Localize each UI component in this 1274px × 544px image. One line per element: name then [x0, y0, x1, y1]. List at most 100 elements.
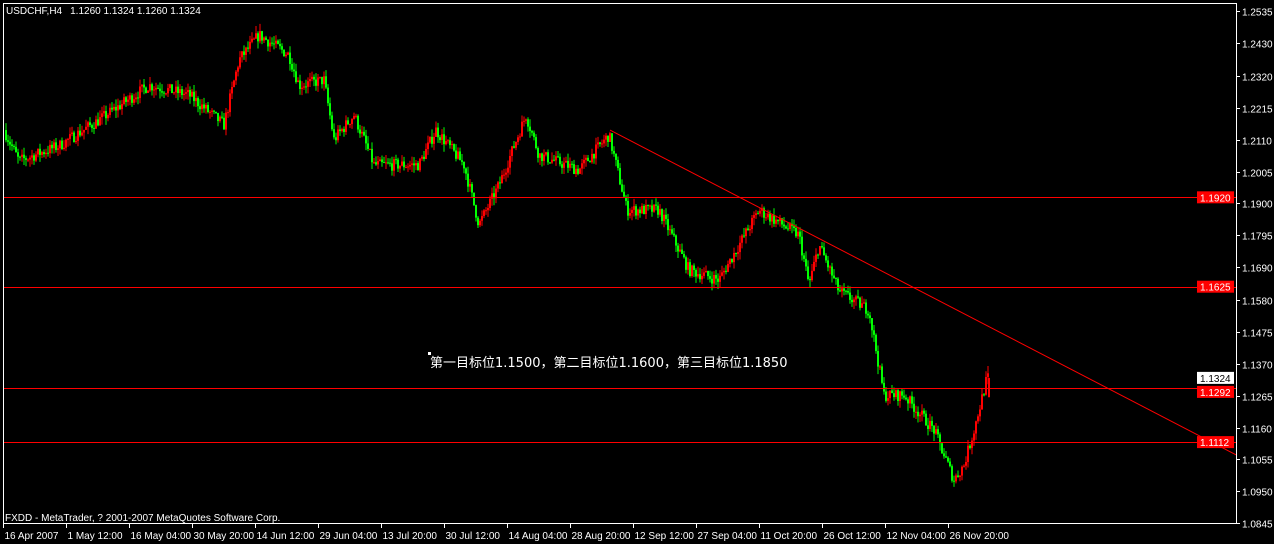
- y-tick-label: 1.1690: [1242, 264, 1273, 275]
- candle: [633, 206, 635, 210]
- candle: [611, 133, 613, 151]
- candle: [699, 274, 701, 280]
- candle: [369, 148, 371, 150]
- time-axis[interactable]: 16 Apr 2007 1 May 12:00 16 May 04:00 30 May…: [3, 524, 1010, 542]
- candle: [241, 51, 243, 58]
- line-price-marker: [1197, 385, 1234, 398]
- candle: [449, 140, 451, 146]
- candle: [521, 121, 523, 137]
- candle: [557, 156, 559, 158]
- candle: [289, 52, 291, 64]
- candle: [61, 140, 63, 150]
- candle: [69, 134, 71, 139]
- candle: [141, 84, 143, 87]
- y-tick-label: 1.0950: [1242, 488, 1273, 499]
- candle: [859, 297, 861, 308]
- trendline[interactable]: [609, 129, 1237, 456]
- candle: [81, 132, 83, 136]
- candle: [963, 465, 965, 467]
- candle: [723, 270, 725, 273]
- candle: [575, 168, 577, 175]
- horizontal-lines: [4, 197, 1236, 443]
- candle: [245, 47, 247, 55]
- candle: [443, 134, 445, 145]
- candle: [153, 89, 155, 91]
- candle: [825, 255, 827, 261]
- candle: [783, 224, 785, 227]
- candle: [217, 112, 219, 122]
- candle: [985, 376, 987, 395]
- candle: [447, 140, 449, 142]
- candle: [973, 433, 975, 441]
- x-tick-label: 30 May 20:00: [194, 531, 255, 542]
- candle: [817, 254, 819, 256]
- candle: [27, 159, 29, 161]
- candle: [109, 107, 111, 116]
- candle: [851, 299, 853, 303]
- candle: [353, 116, 355, 119]
- candle: [815, 254, 817, 262]
- candle: [677, 245, 679, 252]
- candle: [253, 38, 255, 40]
- y-tick-label: 1.2320: [1242, 73, 1273, 84]
- candle: [975, 421, 977, 434]
- candle: [753, 215, 755, 218]
- candle: [841, 288, 843, 292]
- candle: [489, 198, 491, 208]
- candle: [775, 219, 777, 224]
- candle: [203, 104, 205, 109]
- candle: [267, 39, 269, 47]
- candle: [793, 226, 795, 229]
- candle: [649, 205, 651, 207]
- candle: [397, 159, 399, 169]
- annotation-text[interactable]: 第一目标位1.1500，第二目标位1.1600，第三目标位1.1850: [430, 356, 787, 371]
- price-axis[interactable]: 1.2535 1.2430 1.2320 1.2215 1.2110 1.2005 1.19…: [1236, 8, 1273, 531]
- candle: [475, 205, 477, 218]
- candle: [45, 152, 47, 155]
- candle: [577, 168, 579, 174]
- candle: [191, 91, 193, 97]
- candle: [673, 233, 675, 236]
- candle: [9, 141, 11, 145]
- candle: [867, 313, 869, 316]
- x-tick-label: 29 Jun 04:00: [320, 531, 378, 542]
- candle: [383, 162, 385, 164]
- candle: [49, 144, 51, 154]
- candle: [741, 235, 743, 243]
- current-price-marker: [1197, 371, 1234, 384]
- candle: [523, 120, 525, 122]
- candle: [981, 394, 983, 410]
- candle: [967, 445, 969, 463]
- x-tick-label: 12 Nov 04:00: [887, 531, 947, 542]
- candle: [51, 144, 53, 149]
- candle: [869, 315, 871, 319]
- candle: [433, 136, 435, 144]
- candle: [155, 87, 157, 90]
- candle: [229, 93, 231, 113]
- candle: [637, 209, 639, 216]
- candle: [453, 144, 455, 151]
- y-tick-label: 1.1055: [1242, 456, 1273, 467]
- candle: [71, 132, 73, 135]
- candle: [769, 213, 771, 222]
- candle: [533, 132, 535, 138]
- y-tick-label: 1.1900: [1242, 200, 1273, 211]
- candle: [83, 129, 85, 133]
- candle: [737, 252, 739, 254]
- candle: [357, 115, 359, 130]
- candle: [179, 89, 181, 94]
- candle: [467, 173, 469, 187]
- y-tick-label: 1.2005: [1242, 169, 1273, 180]
- candle: [561, 164, 563, 168]
- candle: [537, 147, 539, 158]
- candle: [663, 214, 665, 222]
- candle: [199, 106, 201, 110]
- candle: [37, 148, 39, 155]
- current-price-marker-label: 1.1324: [1200, 374, 1231, 385]
- candle: [809, 279, 811, 281]
- candle: [215, 111, 217, 113]
- candle: [355, 115, 357, 117]
- candle: [459, 151, 461, 161]
- candle: [365, 135, 367, 144]
